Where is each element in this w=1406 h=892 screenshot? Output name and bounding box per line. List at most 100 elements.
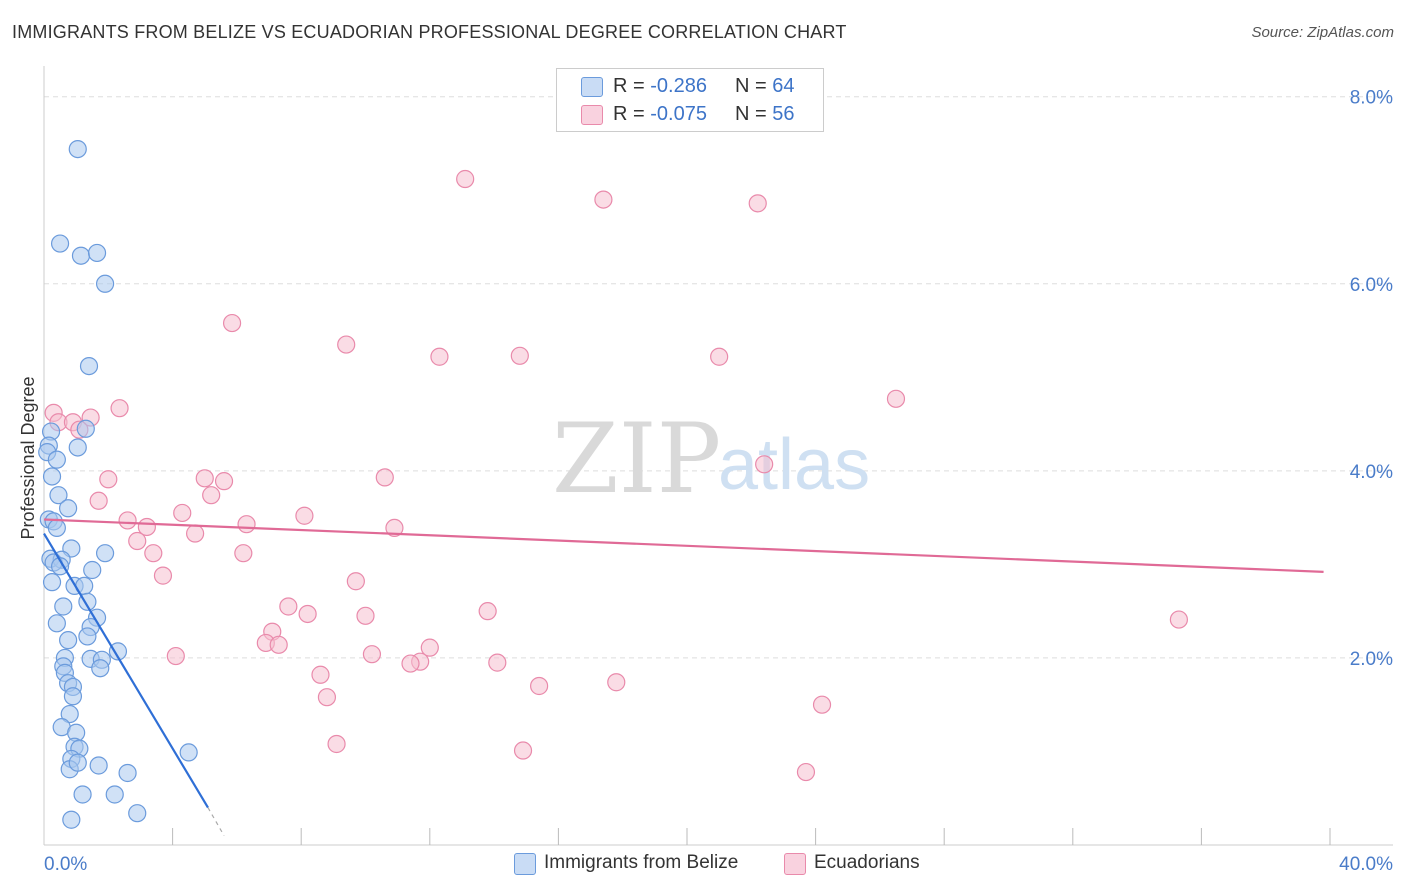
data-point[interactable] bbox=[73, 785, 92, 804]
data-point[interactable] bbox=[748, 194, 767, 213]
data-point[interactable] bbox=[362, 645, 382, 664]
data-point[interactable] bbox=[105, 785, 124, 804]
legend-label: Ecuadorians bbox=[814, 852, 920, 873]
data-point[interactable] bbox=[76, 419, 95, 438]
correlation-box: R = -0.286 N = 64 R = -0.075 N = 56 bbox=[556, 68, 824, 132]
data-point[interactable] bbox=[83, 560, 102, 580]
data-point[interactable] bbox=[234, 544, 253, 563]
data-point[interactable] bbox=[478, 602, 497, 621]
y-tick-label: 8.0% bbox=[1350, 88, 1393, 109]
data-point[interactable] bbox=[179, 743, 198, 762]
data-point[interactable] bbox=[166, 646, 185, 666]
data-point[interactable] bbox=[327, 734, 346, 754]
data-point[interactable] bbox=[108, 642, 128, 661]
data-point[interactable] bbox=[63, 687, 83, 706]
data-point[interactable] bbox=[42, 467, 62, 486]
data-point[interactable] bbox=[50, 557, 70, 576]
pink-swatch bbox=[581, 105, 603, 125]
data-point[interactable] bbox=[607, 673, 626, 692]
data-point[interactable] bbox=[356, 606, 375, 625]
data-point[interactable] bbox=[68, 139, 87, 159]
data-point[interactable] bbox=[796, 762, 816, 782]
data-point[interactable] bbox=[49, 486, 68, 505]
data-point[interactable] bbox=[59, 631, 78, 650]
data-point[interactable] bbox=[68, 753, 87, 772]
data-point[interactable] bbox=[79, 356, 99, 376]
data-point[interactable] bbox=[118, 511, 137, 530]
r-value: R = -0.286 bbox=[613, 75, 707, 97]
data-point[interactable] bbox=[375, 468, 394, 487]
data-point[interactable] bbox=[62, 810, 81, 829]
gridlines bbox=[44, 96, 1393, 659]
data-point[interactable] bbox=[89, 491, 108, 510]
data-point[interactable] bbox=[430, 347, 449, 366]
watermark-atlas: atlas bbox=[718, 425, 870, 505]
x-tick-label-min: 0.0% bbox=[44, 854, 87, 875]
data-point[interactable] bbox=[50, 234, 70, 253]
source-label: Source: ZipAtlas.com bbox=[1251, 24, 1394, 41]
y-axis-label: Professional Degree bbox=[18, 376, 38, 539]
data-point[interactable] bbox=[87, 243, 107, 263]
data-point[interactable] bbox=[47, 518, 66, 538]
data-point[interactable] bbox=[68, 438, 87, 457]
data-point[interactable] bbox=[710, 347, 729, 366]
blue-swatch bbox=[581, 77, 603, 97]
data-point[interactable] bbox=[153, 566, 173, 585]
data-point[interactable] bbox=[60, 704, 79, 724]
data-point[interactable] bbox=[110, 399, 129, 418]
belize-points bbox=[38, 139, 198, 829]
data-point[interactable] bbox=[298, 604, 317, 624]
data-point[interactable] bbox=[401, 654, 420, 673]
data-point[interactable] bbox=[886, 389, 906, 408]
data-point[interactable] bbox=[99, 470, 118, 489]
data-point[interactable] bbox=[1169, 610, 1188, 629]
data-point[interactable] bbox=[95, 544, 115, 563]
data-point[interactable] bbox=[279, 597, 298, 616]
legend-swatch-blue bbox=[514, 853, 536, 875]
data-point[interactable] bbox=[337, 335, 356, 354]
data-point[interactable] bbox=[420, 638, 439, 657]
data-point[interactable] bbox=[118, 763, 137, 783]
data-point[interactable] bbox=[42, 573, 62, 592]
data-point[interactable] bbox=[594, 190, 613, 209]
data-point[interactable] bbox=[195, 469, 214, 488]
data-point[interactable] bbox=[317, 688, 337, 707]
data-point[interactable] bbox=[237, 515, 256, 534]
data-point[interactable] bbox=[71, 246, 91, 265]
data-point[interactable] bbox=[91, 659, 110, 678]
data-point[interactable] bbox=[202, 486, 221, 505]
legend-label: Immigrants from Belize bbox=[544, 852, 739, 873]
data-point[interactable] bbox=[54, 597, 73, 616]
data-point[interactable] bbox=[295, 506, 314, 525]
data-point[interactable] bbox=[89, 756, 108, 775]
data-point[interactable] bbox=[510, 346, 529, 365]
data-point[interactable] bbox=[144, 544, 163, 563]
data-point[interactable] bbox=[346, 572, 365, 591]
y-tick-label: 2.0% bbox=[1350, 649, 1393, 670]
data-point[interactable] bbox=[812, 695, 832, 714]
data-point[interactable] bbox=[269, 635, 288, 654]
data-point[interactable] bbox=[214, 472, 234, 491]
chart-title: IMMIGRANTS FROM BELIZE VS ECUADORIAN PRO… bbox=[12, 22, 847, 42]
data-point[interactable] bbox=[513, 741, 533, 760]
data-point[interactable] bbox=[128, 531, 147, 551]
data-point[interactable] bbox=[385, 518, 404, 538]
data-point[interactable] bbox=[95, 274, 115, 293]
data-point[interactable] bbox=[530, 676, 549, 696]
data-point[interactable] bbox=[311, 665, 330, 684]
data-point[interactable] bbox=[173, 503, 192, 523]
data-point[interactable] bbox=[456, 169, 475, 189]
data-point[interactable] bbox=[488, 653, 507, 672]
data-point[interactable] bbox=[186, 524, 205, 543]
data-point[interactable] bbox=[47, 450, 66, 469]
y-tick-label: 4.0% bbox=[1350, 462, 1393, 483]
data-point[interactable] bbox=[47, 614, 66, 633]
data-point[interactable] bbox=[755, 455, 774, 474]
r-value: R = -0.075 bbox=[613, 103, 707, 125]
data-point[interactable] bbox=[59, 499, 78, 518]
data-point[interactable] bbox=[222, 313, 242, 333]
data-point[interactable] bbox=[78, 627, 97, 646]
data-point[interactable] bbox=[128, 804, 147, 823]
trend-line-belize-extension bbox=[207, 807, 225, 836]
